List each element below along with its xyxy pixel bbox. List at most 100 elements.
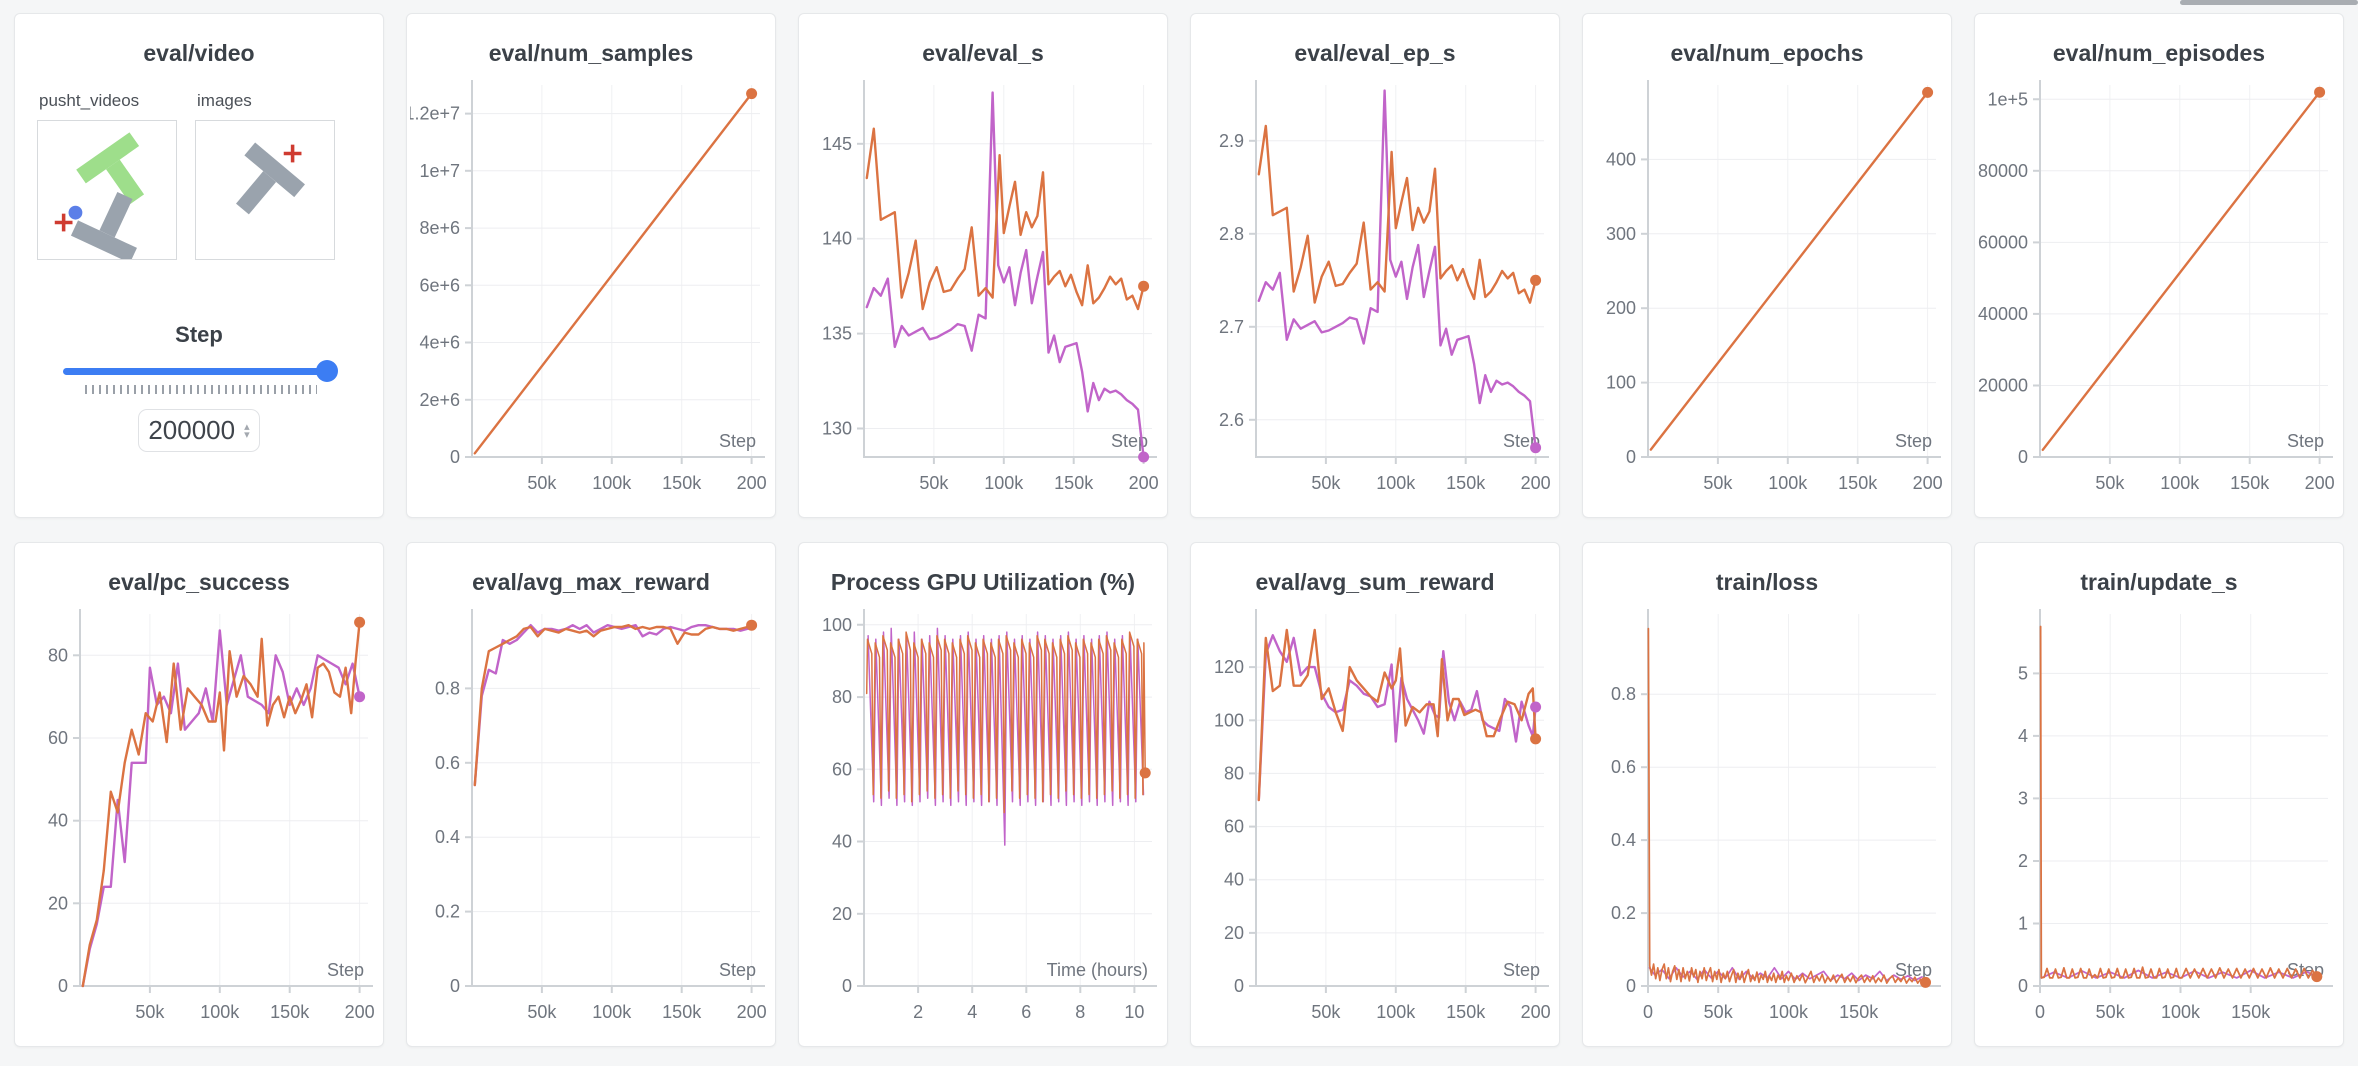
chart-plot[interactable]: 0 50k 100k 150k 0 0.2 0.4 0.6 0.8 Step xyxy=(1586,598,1948,1046)
step-input[interactable]: 200000 ▴ ▾ xyxy=(138,409,260,452)
chart-title: eval/num_samples xyxy=(488,40,694,66)
svg-text:0: 0 xyxy=(1626,447,1636,467)
svg-text:Step: Step xyxy=(327,960,364,980)
svg-text:4e+6: 4e+6 xyxy=(419,333,460,353)
svg-text:150k: 150k xyxy=(1446,1002,1486,1022)
chart-panel-eval-num-episodes[interactable]: eval/num_episodes 50k 100k 150k 200 0 20000 400… xyxy=(1974,13,2344,518)
chart-panel-eval-pc-success[interactable]: eval/pc_success 50k 100k 150k 200 0 20 40 60 80 St… xyxy=(14,542,384,1047)
svg-text:150k: 150k xyxy=(662,473,702,493)
svg-text:1e+5: 1e+5 xyxy=(1987,89,2028,109)
svg-text:8: 8 xyxy=(1075,1002,1085,1022)
svg-text:2.6: 2.6 xyxy=(1219,410,1244,430)
svg-text:20000: 20000 xyxy=(1978,376,2028,396)
step-slider[interactable] xyxy=(63,360,338,382)
chart-title: eval/num_epochs xyxy=(1670,40,1864,66)
chart-plot[interactable]: 50k 100k 150k 200 0 0.2 0.4 0.6 0.8 Step xyxy=(410,598,772,1046)
svg-text:200: 200 xyxy=(737,473,767,493)
svg-text:140: 140 xyxy=(822,229,852,249)
svg-text:6e+6: 6e+6 xyxy=(419,275,460,295)
svg-text:300: 300 xyxy=(1606,224,1636,244)
svg-text:145: 145 xyxy=(822,134,852,154)
media-item-pusht-videos: pusht_videos xyxy=(37,91,177,264)
svg-text:50k: 50k xyxy=(919,473,949,493)
svg-text:135: 135 xyxy=(822,324,852,344)
media-caption-pusht-videos: pusht_videos xyxy=(39,91,140,110)
step-control: Step 200000 ▴ ▾ xyxy=(37,322,361,452)
step-slider-label: Step xyxy=(175,322,223,347)
svg-text:80000: 80000 xyxy=(1978,161,2028,181)
panel-title: eval/video xyxy=(143,40,255,66)
svg-text:0: 0 xyxy=(450,976,460,996)
image-thumbnail-images[interactable] xyxy=(195,120,335,260)
svg-text:50k: 50k xyxy=(135,1002,165,1022)
svg-text:8e+6: 8e+6 xyxy=(419,218,460,238)
svg-text:100: 100 xyxy=(1606,373,1636,393)
svg-text:150k: 150k xyxy=(1839,1002,1879,1022)
chart-plot[interactable]: 50k 100k 150k 200 130 135 140 145 Step xyxy=(802,69,1164,517)
svg-text:60000: 60000 xyxy=(1978,232,2028,252)
chart-panel-process-gpu-utilization[interactable]: Process GPU Utilization (%) 2 4 6 8 10 0 20 40 60… xyxy=(798,542,1168,1047)
media-caption-images: images xyxy=(197,91,252,110)
svg-text:3: 3 xyxy=(2018,788,2028,808)
agent-dot xyxy=(68,205,83,220)
svg-text:50k: 50k xyxy=(527,473,557,493)
svg-text:150k: 150k xyxy=(1054,473,1094,493)
chart-plot[interactable]: 50k 100k 150k 200 0 100 200 300 400 Step xyxy=(1586,69,1948,517)
svg-text:200: 200 xyxy=(1521,473,1551,493)
slider-thumb[interactable] xyxy=(316,360,338,382)
step-value: 200000 xyxy=(148,415,236,445)
chart-panel-train-update-s[interactable]: train/update_s 0 50k 100k 150k 0 1 2 3 4 5 Step xyxy=(1974,542,2344,1047)
svg-text:1: 1 xyxy=(2018,914,2028,934)
svg-text:1.2e+7: 1.2e+7 xyxy=(410,104,460,124)
chart-panel-eval-eval-s[interactable]: eval/eval_s 50k 100k 150k 200 130 135 140 145 Ste… xyxy=(798,13,1168,518)
chart-plot[interactable]: 50k 100k 150k 200 0 20 40 60 80 100 120 Step xyxy=(1194,598,1556,1046)
svg-text:40: 40 xyxy=(48,811,68,831)
chart-title: eval/avg_sum_reward xyxy=(1255,569,1495,595)
chart-plot[interactable]: 50k 100k 150k 200 0 20000 40000 60000 80000 1e+5 S… xyxy=(1978,69,2340,517)
media-panel-eval-video[interactable]: eval/video pusht_videos xyxy=(14,13,384,518)
svg-text:0.8: 0.8 xyxy=(435,678,460,698)
chart-title: Process GPU Utilization (%) xyxy=(830,569,1136,595)
svg-text:150k: 150k xyxy=(1446,473,1486,493)
svg-text:50k: 50k xyxy=(527,1002,557,1022)
svg-text:0.4: 0.4 xyxy=(1611,830,1636,850)
svg-text:200: 200 xyxy=(1913,473,1943,493)
svg-text:100k: 100k xyxy=(2160,473,2200,493)
svg-text:100k: 100k xyxy=(200,1002,240,1022)
stepper-arrows-icon[interactable]: ▴ ▾ xyxy=(244,420,250,441)
svg-text:0.6: 0.6 xyxy=(435,753,460,773)
svg-text:0: 0 xyxy=(2018,976,2028,996)
chart-panel-eval-eval-ep-s[interactable]: eval/eval_ep_s 50k 100k 150k 200 2.6 2.7 2.8 2.9… xyxy=(1190,13,1560,518)
chart-title: eval/avg_max_reward xyxy=(472,569,710,595)
horizontal-scrollbar-thumb[interactable] xyxy=(2180,0,2358,5)
svg-text:130: 130 xyxy=(822,419,852,439)
svg-text:200: 200 xyxy=(345,1002,375,1022)
chart-title: eval/eval_s xyxy=(922,40,1044,66)
svg-text:0: 0 xyxy=(1626,976,1636,996)
chart-plot[interactable]: 50k 100k 150k 200 0 20 40 60 80 Step xyxy=(18,598,380,1046)
svg-text:2: 2 xyxy=(913,1002,923,1022)
svg-text:20: 20 xyxy=(832,904,852,924)
svg-text:Step: Step xyxy=(1895,960,1932,980)
svg-text:40: 40 xyxy=(832,832,852,852)
chart-panel-eval-num-samples[interactable]: eval/num_samples 50k 100k 150k 200 0 2e+6 4e+6 6… xyxy=(406,13,776,518)
svg-text:0: 0 xyxy=(2035,1002,2045,1022)
svg-text:150k: 150k xyxy=(270,1002,310,1022)
images-frame-graphic xyxy=(236,142,305,215)
chart-panel-train-loss[interactable]: train/loss 0 50k 100k 150k 0 0.2 0.4 0.6 0.8 Step xyxy=(1582,542,1952,1047)
svg-text:Time (hours): Time (hours) xyxy=(1047,960,1148,980)
slider-track[interactable] xyxy=(63,368,335,375)
svg-text:6: 6 xyxy=(1021,1002,1031,1022)
svg-text:Step: Step xyxy=(1111,431,1148,451)
chart-plot[interactable]: 50k 100k 150k 200 0 2e+6 4e+6 6e+6 8e+6 1e+7 1.2e+… xyxy=(410,69,772,517)
svg-text:100k: 100k xyxy=(592,473,632,493)
svg-text:20: 20 xyxy=(48,893,68,913)
video-thumbnail-pusht[interactable] xyxy=(37,120,177,264)
chart-panel-eval-avg-sum-reward[interactable]: eval/avg_sum_reward 50k 100k 150k 200 0 20 40 60… xyxy=(1190,542,1560,1047)
chart-panel-eval-avg-max-reward[interactable]: eval/avg_max_reward 50k 100k 150k 200 0 0.2 0.4… xyxy=(406,542,776,1047)
chart-panel-eval-num-epochs[interactable]: eval/num_epochs 50k 100k 150k 200 0 100 200 300 4… xyxy=(1582,13,1952,518)
